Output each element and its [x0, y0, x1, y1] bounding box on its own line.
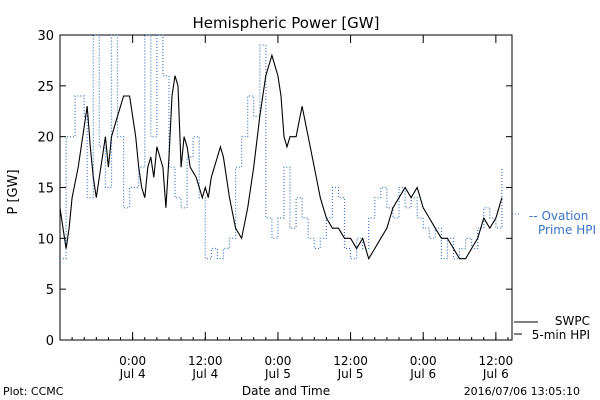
- x-tick-date-3: Jul 5: [337, 367, 364, 381]
- timestamp: 2016/07/06 13:05:10: [464, 385, 580, 398]
- x-tick-date-5: Jul 6: [482, 367, 509, 381]
- series-swpc-line: [59, 53, 503, 261]
- plot-credit: Plot: CCMC: [3, 385, 64, 398]
- series-layer: [59, 34, 503, 261]
- y-tick-label-3: 15: [37, 182, 54, 197]
- x-axis-label: Date and Time: [242, 384, 330, 398]
- legend-ovation-line2: Prime HPI: [538, 223, 596, 237]
- x-tick-label-2: 0:00: [264, 354, 291, 368]
- chart-title: Hemispheric Power [GW]: [193, 14, 380, 32]
- x-tick-label-5: 12:00: [479, 354, 514, 368]
- series-ovation-line: [60, 34, 503, 260]
- y-axis: 0 5 10 15 20 25 30: [37, 29, 512, 349]
- y-axis-label: P [GW]: [6, 169, 21, 214]
- x-tick-date-1: Jul 4: [191, 367, 218, 381]
- x-tick-label-4: 0:00: [410, 354, 437, 368]
- y-tick-label-1: 5: [46, 283, 54, 298]
- x-tick-date-2: Jul 5: [264, 367, 291, 381]
- y-tick-label-5: 25: [37, 80, 54, 95]
- x-tick-date-0: Jul 4: [119, 367, 146, 381]
- legend-ovation-line1: -- Ovation: [529, 209, 588, 223]
- x-tick-label-1: 12:00: [188, 354, 223, 368]
- y-tick-label-6: 30: [37, 29, 54, 44]
- y-tick-label-2: 10: [37, 232, 54, 247]
- x-tick-label-3: 12:00: [333, 354, 368, 368]
- legend-swpc-line1: SWPC: [555, 314, 590, 328]
- y-tick-label-0: 0: [46, 334, 54, 349]
- legend: -- Ovation Prime HPI SWPC 5-min HPI: [512, 209, 596, 342]
- y-tick-label-4: 20: [37, 131, 54, 146]
- legend-swpc-line2: 5-min HPI: [532, 328, 590, 342]
- x-tick-label-0: 0:00: [119, 354, 146, 368]
- x-tick-date-4: Jul 6: [409, 367, 436, 381]
